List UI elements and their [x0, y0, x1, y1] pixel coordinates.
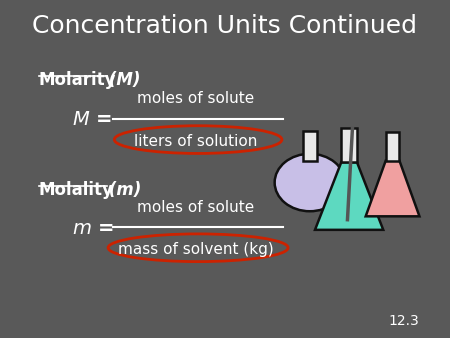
Text: moles of solute: moles of solute	[137, 92, 255, 106]
Text: Molarity: Molarity	[39, 71, 116, 89]
Text: liters of solution: liters of solution	[135, 134, 258, 148]
Text: (M): (M)	[103, 71, 140, 89]
Text: $\mathit{m}$ =: $\mathit{m}$ =	[72, 219, 114, 238]
Polygon shape	[341, 128, 357, 162]
Polygon shape	[386, 132, 400, 161]
Circle shape	[274, 154, 345, 211]
Text: $\mathit{M}$ =: $\mathit{M}$ =	[72, 111, 112, 129]
Text: Concentration Units Continued: Concentration Units Continued	[32, 14, 418, 38]
Text: Molality: Molality	[39, 181, 114, 199]
Text: 12.3: 12.3	[389, 314, 419, 328]
Polygon shape	[315, 162, 383, 230]
Polygon shape	[366, 161, 419, 216]
Text: (m): (m)	[103, 181, 141, 199]
Text: mass of solvent (kg): mass of solvent (kg)	[118, 242, 274, 257]
Text: moles of solute: moles of solute	[137, 200, 255, 215]
Polygon shape	[302, 130, 317, 161]
